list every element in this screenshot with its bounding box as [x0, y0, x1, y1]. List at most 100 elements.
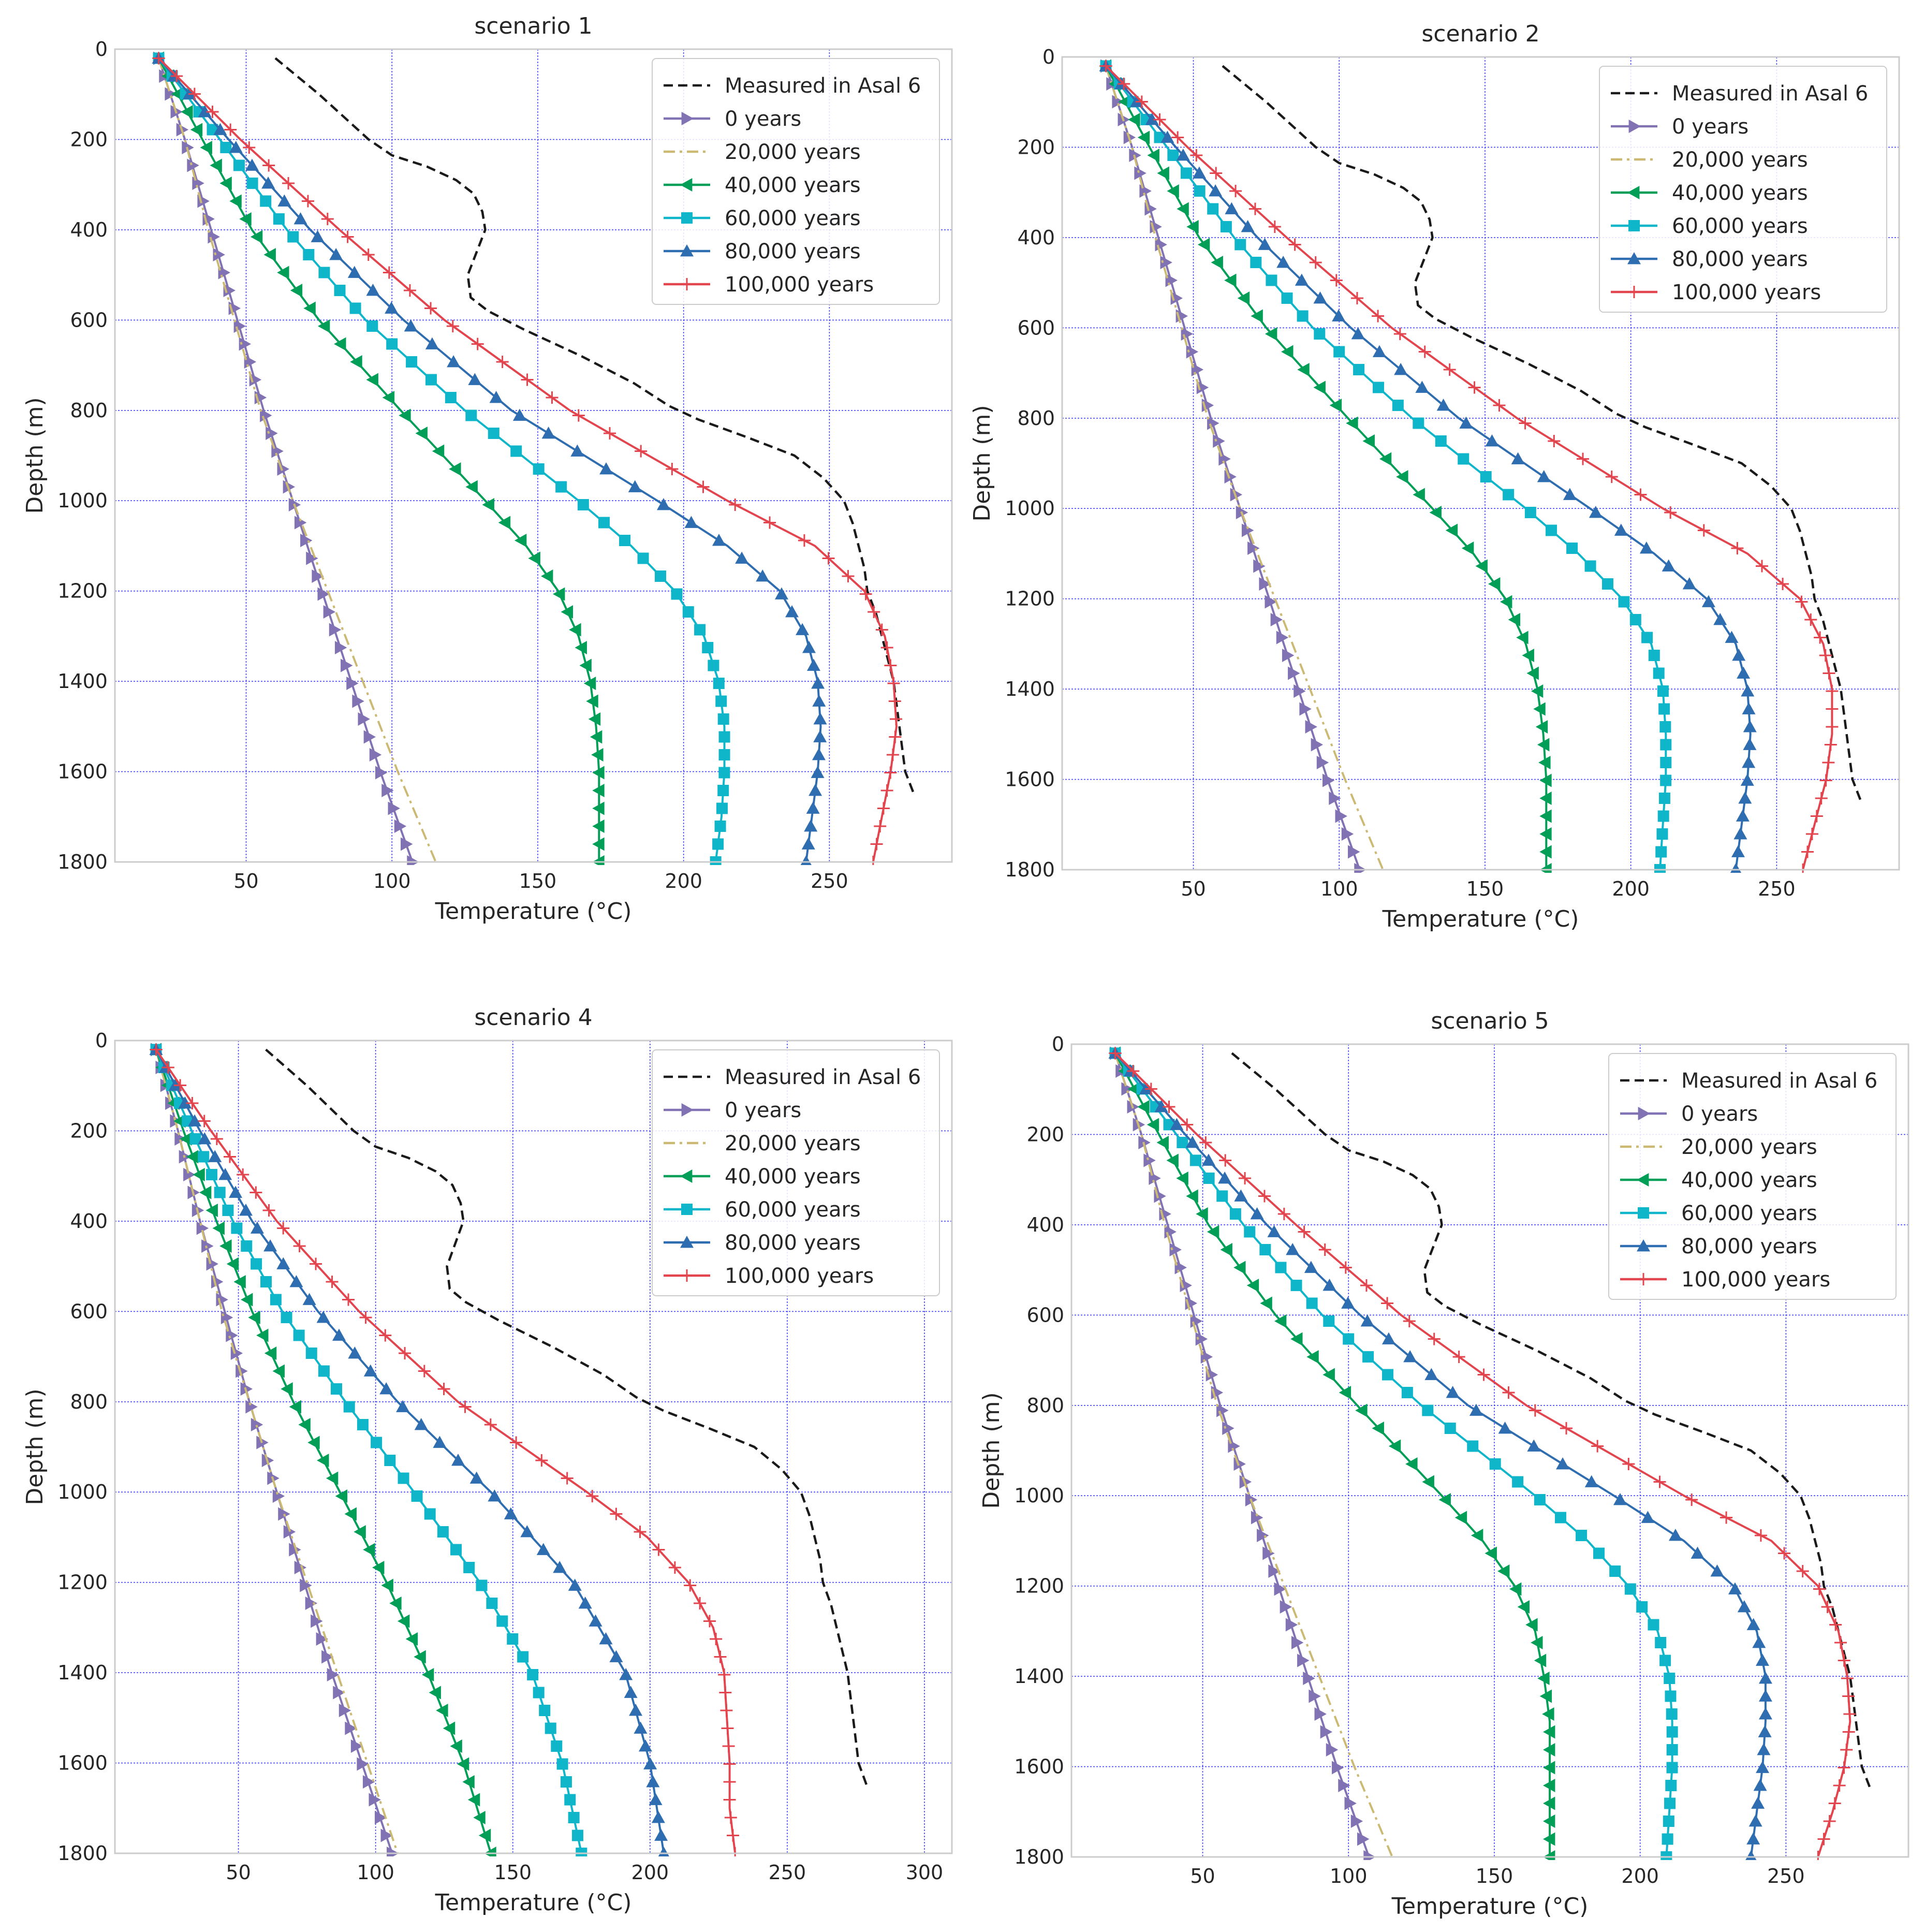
legend-label-y100k: 100,000 years: [725, 1264, 874, 1288]
marker-y100k: [1298, 1225, 1311, 1238]
marker-y100k: [1653, 1475, 1666, 1488]
marker-y40k: [1509, 1582, 1522, 1596]
marker-y40k: [514, 533, 527, 547]
marker-y60k: [1297, 310, 1309, 322]
marker-y40k: [1156, 1135, 1169, 1149]
marker-y0: [375, 766, 388, 780]
marker-y100k: [535, 1454, 548, 1467]
marker-y60k: [1177, 1136, 1188, 1148]
marker-y100k: [1810, 810, 1823, 823]
marker-y60k: [1566, 542, 1578, 554]
marker-y40k: [592, 819, 605, 833]
marker-y100k: [842, 569, 855, 582]
marker-y0: [272, 1489, 285, 1503]
legend-box: [1599, 66, 1887, 313]
marker-y60k: [1266, 274, 1277, 286]
marker-y40k: [1290, 1332, 1303, 1346]
marker-y60k: [1636, 1601, 1648, 1613]
panel-title: scenario 1: [474, 13, 592, 39]
marker-y60k: [1657, 810, 1669, 822]
marker-y80k: [1170, 1118, 1184, 1130]
marker-y60k: [637, 552, 649, 564]
marker-y100k: [1144, 1082, 1157, 1095]
marker-y0: [306, 551, 318, 565]
marker-y100k: [604, 427, 616, 440]
marker-y60k: [1189, 1154, 1201, 1166]
marker-y100k: [1814, 631, 1827, 644]
marker-y60k: [411, 1490, 423, 1502]
plot-frame: [114, 48, 953, 863]
marker-y40k: [290, 283, 303, 297]
marker-y100k: [1731, 541, 1744, 554]
x-tick-label: 100: [357, 1861, 394, 1884]
marker-y40k: [592, 766, 605, 780]
marker-y100k: [1697, 524, 1710, 537]
marker-y0: [329, 623, 342, 637]
marker-y40k: [1260, 1296, 1272, 1310]
marker-y40k: [1372, 1421, 1384, 1435]
marker-y60k: [654, 570, 666, 582]
marker-y60k: [715, 695, 727, 707]
marker-y80k: [1185, 1135, 1199, 1148]
marker-y80k: [1556, 1457, 1570, 1470]
marker-y80k: [277, 194, 291, 207]
marker-y60k: [1658, 703, 1670, 715]
marker-y40k: [1429, 505, 1442, 519]
marker-y60k: [1601, 578, 1613, 590]
marker-y60k: [303, 248, 315, 260]
marker-y80k: [811, 676, 825, 689]
marker-y40k: [1539, 827, 1552, 841]
marker-y100k: [1163, 1100, 1175, 1113]
marker-y100k: [326, 1275, 339, 1288]
marker-y80k: [1258, 238, 1272, 250]
marker-y80k: [1757, 1743, 1771, 1755]
marker-y0: [374, 1810, 387, 1824]
marker-y80k: [1758, 1671, 1772, 1684]
marker-y80k: [536, 1543, 550, 1555]
marker-y40k: [405, 1632, 418, 1646]
legend-marker-y80k: [1627, 252, 1641, 265]
marker-y80k: [1332, 309, 1346, 321]
marker-y100k: [1219, 1154, 1232, 1167]
marker-y40k: [307, 1436, 320, 1450]
marker-y40k: [354, 1525, 366, 1539]
marker-y80k: [239, 1203, 253, 1216]
marker-y80k: [643, 1757, 657, 1769]
marker-y0: [1121, 1082, 1134, 1096]
marker-y60k: [1666, 1726, 1678, 1738]
marker-y80k: [812, 748, 826, 760]
marker-y80k: [261, 176, 275, 189]
marker-y60k: [1362, 1351, 1374, 1363]
marker-y60k: [366, 320, 378, 332]
marker-y40k: [436, 1703, 448, 1717]
marker-y100k: [1795, 595, 1808, 608]
marker-y100k: [1776, 577, 1789, 590]
marker-y40k: [1196, 1207, 1208, 1221]
marker-y60k: [1306, 1297, 1318, 1309]
plot-frame: [1061, 56, 1900, 871]
marker-y0: [327, 1667, 340, 1681]
marker-y100k: [763, 516, 776, 529]
marker-y80k: [1225, 202, 1239, 214]
marker-y0: [321, 1650, 334, 1664]
series-line-y80k: [157, 57, 822, 862]
marker-y60k: [671, 588, 683, 600]
marker-y40k: [1543, 1761, 1555, 1775]
marker-y60k: [318, 1365, 330, 1377]
marker-y100k: [859, 588, 872, 601]
marker-y40k: [226, 1257, 239, 1271]
marker-y0: [300, 533, 313, 547]
marker-y100k: [724, 1811, 737, 1824]
marker-y40k: [1157, 166, 1169, 180]
marker-y100k: [1210, 167, 1223, 180]
y-tick-label: 1200: [1014, 1575, 1064, 1598]
marker-y40k: [1531, 1635, 1543, 1649]
marker-y80k: [804, 819, 818, 832]
marker-y100k: [1350, 291, 1363, 304]
marker-y40k: [366, 373, 378, 387]
marker-y100k: [889, 730, 902, 743]
marker-y100k: [890, 712, 903, 725]
legend-marker-y60k: [681, 212, 693, 224]
marker-y80k: [1751, 1796, 1765, 1809]
marker-y40k: [229, 194, 242, 208]
